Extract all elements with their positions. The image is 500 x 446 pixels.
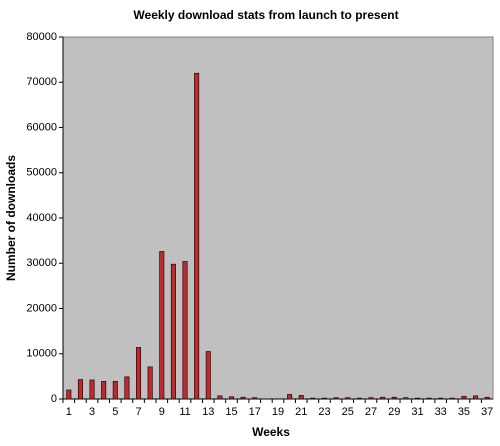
bar (182, 261, 188, 400)
bar (287, 394, 293, 400)
bar (66, 389, 72, 400)
bar (89, 379, 95, 400)
x-tick-label: 35 (458, 406, 470, 418)
x-tick-label: 5 (112, 406, 118, 418)
x-tick-label: 3 (89, 406, 95, 418)
bar (170, 263, 176, 400)
y-axis-label: Number of downloads (4, 155, 18, 281)
x-tick-label: 11 (179, 406, 190, 418)
y-tick-label: 30000 (26, 257, 57, 269)
x-tick-label: 21 (295, 406, 307, 418)
y-tick-label: 70000 (26, 76, 57, 88)
bar (391, 396, 397, 400)
bar (229, 396, 235, 400)
bar (333, 397, 339, 400)
bar (298, 395, 304, 400)
x-tick-label: 9 (159, 406, 165, 418)
bar (310, 397, 316, 400)
bar (473, 395, 479, 400)
bar (426, 397, 432, 400)
bar (449, 397, 455, 400)
y-tick-label: 10000 (26, 348, 57, 360)
y-tick-label: 80000 (26, 31, 57, 43)
x-tick-label: 17 (249, 406, 261, 418)
x-axis-label: Weeks (252, 425, 290, 439)
bar (136, 347, 142, 400)
bar (159, 251, 165, 400)
bar (321, 397, 327, 400)
bar (147, 366, 153, 400)
x-tick-label: 31 (411, 406, 423, 418)
x-tick-label: 13 (202, 406, 214, 418)
x-tick-label: 37 (481, 406, 493, 418)
bar (438, 397, 444, 400)
bar (356, 397, 362, 400)
bar (101, 381, 107, 400)
bar (240, 396, 246, 400)
bar (112, 381, 118, 400)
chart-title: Weekly download stats from launch to pre… (133, 8, 398, 22)
bar (217, 395, 223, 400)
bar (345, 397, 351, 400)
bar (124, 376, 130, 400)
y-tick-label: 40000 (26, 212, 57, 224)
bar (403, 397, 409, 400)
bar (380, 396, 386, 400)
bar (77, 379, 83, 400)
y-tick-label: 0 (51, 393, 57, 405)
x-tick-label: 27 (365, 406, 377, 418)
x-tick-label: 7 (135, 406, 141, 418)
x-tick-label: 33 (435, 406, 447, 418)
bar (194, 72, 200, 400)
bar (461, 395, 467, 400)
bar (205, 351, 211, 400)
x-tick-label: 15 (225, 406, 237, 418)
plot-area (62, 36, 494, 400)
x-tick-label: 25 (342, 406, 354, 418)
bar (252, 397, 258, 400)
x-tick-label: 23 (318, 406, 330, 418)
y-tick-label: 20000 (26, 302, 57, 314)
x-tick-label: 19 (272, 406, 284, 418)
bar (414, 397, 420, 400)
y-tick-label: 50000 (26, 167, 57, 179)
x-tick-label: 1 (66, 406, 72, 418)
bar (484, 396, 490, 400)
y-tick-label: 60000 (26, 121, 57, 133)
bar (368, 397, 374, 400)
x-tick-label: 29 (388, 406, 400, 418)
